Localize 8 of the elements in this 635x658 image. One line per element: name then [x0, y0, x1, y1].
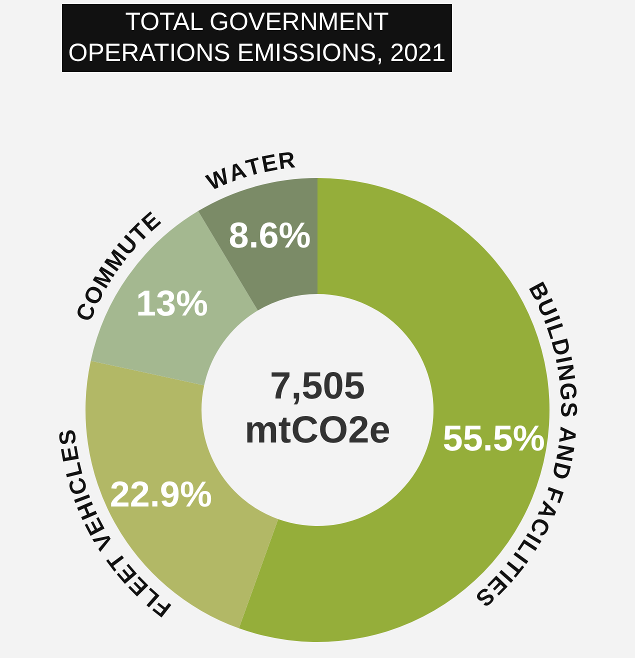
slice-label: WATER — [202, 146, 297, 196]
data-label: 22.9% — [110, 474, 212, 515]
data-label: 13% — [136, 282, 208, 324]
data-label: 55.5% — [442, 418, 545, 459]
chart-title: TOTAL GOVERNMENT OPERATIONS EMISSIONS, 2021 — [62, 4, 452, 72]
data-label: 8.6% — [228, 214, 311, 256]
text: 7,505 — [270, 365, 366, 408]
text: mtCO2e — [244, 409, 390, 452]
